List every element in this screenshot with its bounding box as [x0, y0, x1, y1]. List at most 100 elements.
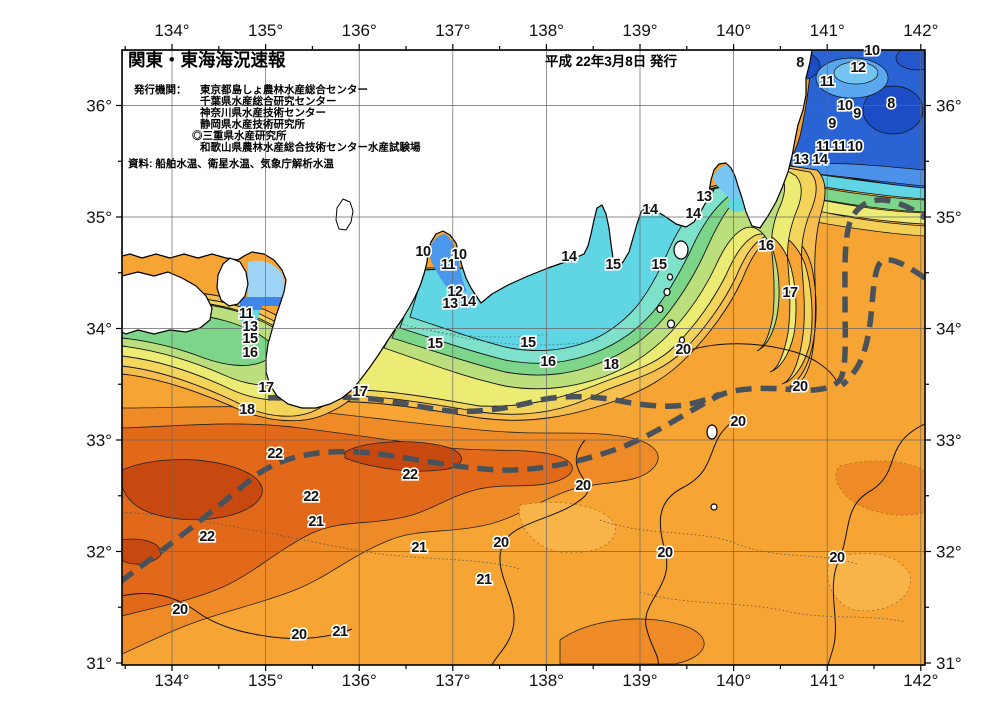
longitude-label-bottom: 141° [810, 671, 845, 690]
header-block: 関東・東海海況速報 平成 22年3月8日 発行 発行機関： 東京都島しょ農林水産… [128, 50, 678, 170]
publisher-line: 神奈川県水産技術センター [200, 106, 326, 119]
island-izu-chain [656, 304, 664, 314]
longitude-label-top: 138° [529, 21, 564, 40]
temperature-label: 21 [308, 514, 324, 530]
land-shikoku [122, 271, 213, 335]
land-awaji-island [216, 257, 249, 307]
latitude-label-left: 36° [86, 97, 112, 116]
temperature-label: 9 [853, 106, 861, 122]
latitude-label-right: 36° [936, 97, 962, 116]
temperature-label: 17 [782, 285, 798, 301]
temperature-label: 16 [758, 238, 774, 254]
latitude-label-left: 31° [86, 654, 112, 673]
longitude-label-top: 134° [154, 21, 189, 40]
temperature-label: 15 [520, 335, 536, 351]
ise-bay-water [429, 234, 471, 306]
cold-core-8 [862, 85, 924, 135]
latitude-label-right: 31° [936, 654, 962, 673]
island-hachijojima [706, 424, 718, 440]
temperature-label: 10 [451, 247, 467, 263]
temperature-label: 11 [816, 139, 831, 155]
temperature-label: 20 [657, 545, 673, 561]
map-frame [121, 49, 926, 666]
contour-lines-dotted [122, 317, 906, 623]
temperature-label: 20 [675, 342, 691, 358]
land-honshu [122, 50, 813, 409]
pale-patch [827, 553, 911, 612]
isotherm-region-23 [122, 459, 263, 521]
publisher-line: 千葉県水産総合研究センター [200, 95, 337, 108]
temperature-label: 20 [792, 379, 808, 395]
temperature-label: 20 [172, 602, 188, 618]
band-18-19 [805, 207, 925, 237]
temperature-label: 14 [812, 152, 828, 168]
temperature-label: 13 [442, 296, 458, 312]
island-izu-oshima [673, 240, 689, 260]
temperature-label: 16 [242, 345, 258, 361]
longitude-label-bottom: 142° [903, 671, 938, 690]
graticule-grid [122, 50, 925, 665]
contour-lines-solid [122, 343, 925, 665]
publisher-label: 発行機関： [133, 83, 187, 96]
kuroshio-current-axis [122, 197, 925, 584]
longitude-label-bottom: 136° [342, 671, 377, 690]
page-title: 関東・東海海況速報 [128, 50, 286, 70]
osaka-bay-cold-bar [240, 297, 316, 306]
longitude-label-top: 142° [903, 21, 938, 40]
temperature-label: 14 [460, 294, 476, 310]
temperature-label: 15 [651, 257, 667, 273]
temperature-label: 17 [352, 384, 368, 400]
kuroshio-north-line [267, 391, 722, 415]
temperature-label: 11 [441, 257, 456, 273]
longitude-label-top: 136° [342, 21, 377, 40]
temperature-label: 20 [829, 550, 845, 566]
band-10 [787, 163, 925, 187]
warm-lens-12 [833, 61, 879, 85]
longitude-label-bottom: 139° [622, 671, 657, 690]
longitude-label-top: 139° [622, 21, 657, 40]
temperature-label: 10 [864, 43, 880, 59]
temperature-label: 17 [258, 380, 274, 396]
temperature-label: 13 [696, 189, 712, 205]
temperature-label: 14 [642, 202, 658, 218]
longitude-label-top: 135° [248, 21, 283, 40]
temperature-label: 16 [540, 354, 556, 370]
temperature-label: 20 [730, 414, 746, 430]
source-note: 資料: 船舶水温、衛星水温、気象庁解析水温 [128, 157, 334, 170]
temperature-label: 10 [415, 244, 431, 260]
publisher-line: 静岡県水産技術研究所 [200, 118, 305, 131]
temperature-label: 21 [332, 624, 348, 640]
pale-patch [518, 501, 616, 554]
latitude-label-right: 33° [936, 431, 962, 450]
latitude-label-left: 32° [86, 543, 112, 562]
latitude-label-left: 34° [86, 320, 112, 339]
latitude-label-left: 33° [86, 431, 112, 450]
kuroshio-return-line [840, 257, 925, 388]
temperature-label: 14 [685, 206, 701, 222]
temperature-label: 22 [303, 489, 319, 505]
temperature-label: 9 [828, 116, 836, 132]
temperature-label: 20 [493, 535, 509, 551]
kii-channel-water [239, 303, 262, 332]
osaka-bay-water [248, 260, 285, 300]
issue-date: 平成 22年3月8日 発行 [545, 53, 678, 69]
temperature-label: 14 [561, 249, 577, 265]
temperature-label: 10 [847, 139, 863, 155]
publisher-line: 東京都島しょ農林水産総合センター [200, 83, 368, 96]
publisher-line: 和歌山県農林水産総合技術センター水産試験場 [199, 141, 421, 154]
cold-core-8 [895, 50, 925, 71]
temperature-label: 13 [793, 152, 809, 168]
latitude-label-right: 35° [936, 208, 962, 227]
longitude-label-top: 140° [716, 21, 751, 40]
temperature-label: 10 [837, 98, 853, 114]
latitude-label-right: 34° [936, 320, 962, 339]
kii-channel-cold-bar [240, 303, 262, 310]
publisher-line: ◎三重県水産研究所 [192, 129, 287, 142]
island-izu-chain [666, 273, 674, 281]
temperature-label: 8 [887, 96, 895, 112]
longitude-label-bottom: 135° [248, 671, 283, 690]
axis-ticks [116, 44, 931, 671]
longitude-label-bottom: 137° [435, 671, 470, 690]
